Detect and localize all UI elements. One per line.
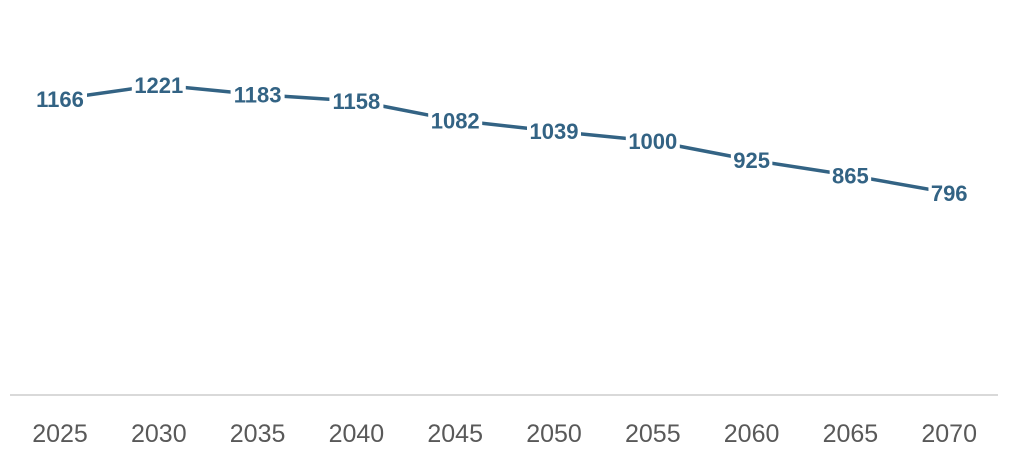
data-label-backdrop [230,81,285,108]
data-label: 1082 [428,107,483,134]
data-label-backdrop [829,162,872,189]
data-label-text: 1000 [628,129,677,154]
data-label-text: 925 [733,148,770,173]
x-tick-label: 2050 [526,420,582,448]
x-tick-label: 2070 [921,420,977,448]
data-label: 1183 [230,81,285,108]
data-label: 1221 [131,72,186,98]
data-labels-group: 1166 1221 1183 1158 1082 1039 1000 925 865 796 [33,72,970,206]
data-label-text: 796 [931,181,968,206]
data-label: 1039 [527,118,581,145]
data-label: 1158 [329,87,384,114]
data-label-text: 1039 [530,119,579,144]
data-label-backdrop [527,118,581,145]
data-label-text: 1183 [234,83,282,108]
x-tick-label: 2045 [427,420,483,448]
x-tick-label: 2065 [823,420,879,448]
data-label-backdrop [625,128,680,155]
data-label-backdrop [730,147,773,174]
x-tick-label: 2055 [625,420,681,448]
x-tick-label: 2025 [32,420,88,448]
data-label-backdrop [329,87,384,114]
x-tick-label: 2030 [131,420,187,448]
x-tick-label: 2060 [724,420,780,448]
data-label-text: 865 [832,163,869,188]
data-label-text: 1158 [333,89,381,114]
data-label-backdrop [33,85,87,112]
data-label-backdrop [428,107,483,134]
data-label: 1166 [33,85,87,112]
data-label: 925 [730,147,773,174]
data-label-backdrop [928,179,970,206]
data-label-text: 1221 [134,73,183,98]
x-axis-ticks: 2025 2030 2035 2040 2045 2050 2055 2060 2065 2070 [32,420,977,448]
data-label-backdrop [131,72,186,98]
data-label: 796 [928,179,970,206]
data-label-text: 1166 [36,87,84,112]
series-group [58,83,951,195]
x-tick-label: 2040 [329,420,385,448]
data-label: 1000 [625,128,680,155]
data-label: 865 [829,162,872,189]
data-label-text: 1082 [431,108,480,133]
x-tick-label: 2035 [230,420,286,448]
